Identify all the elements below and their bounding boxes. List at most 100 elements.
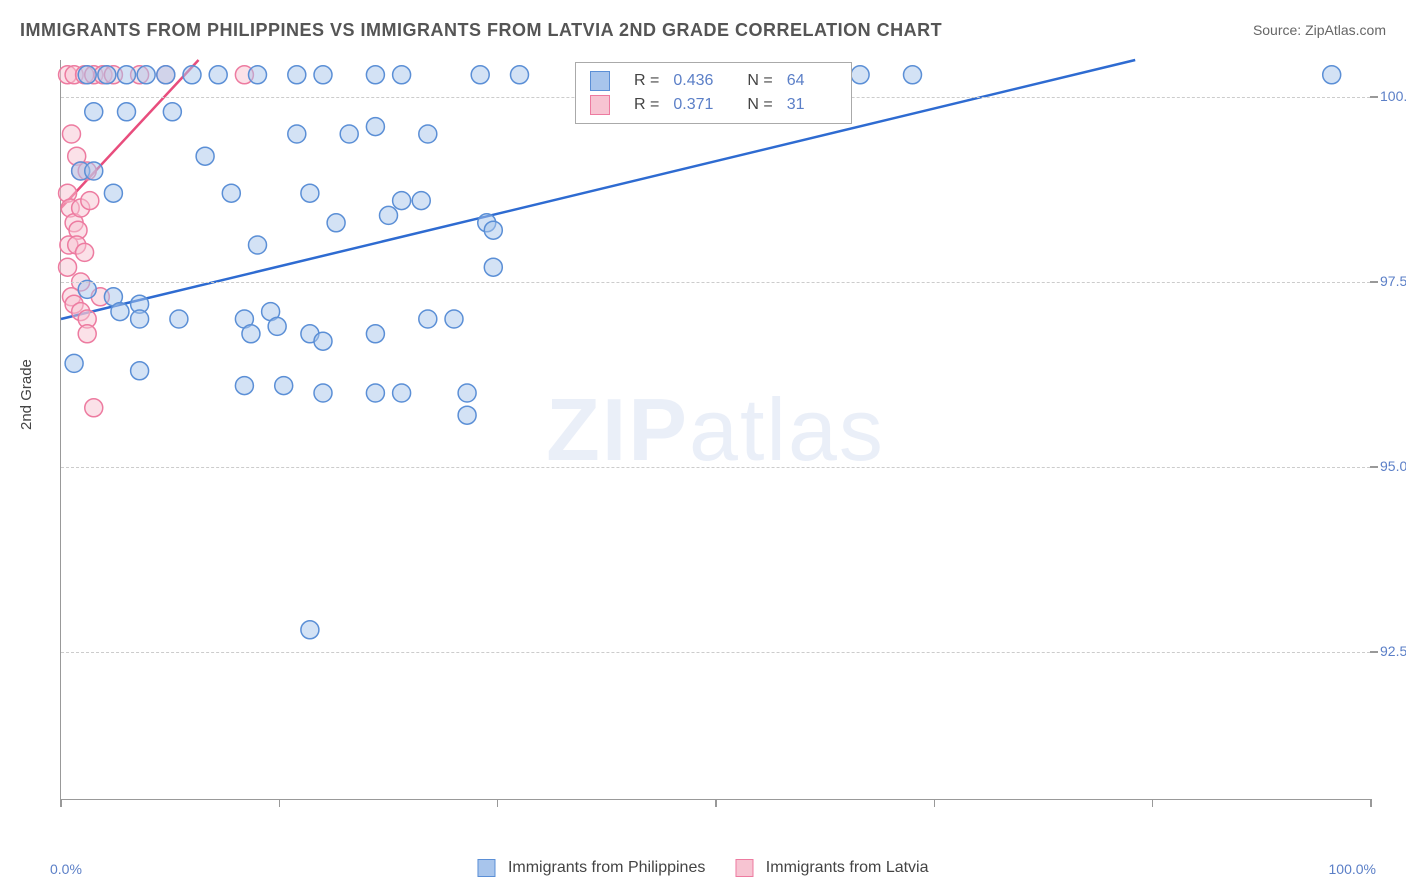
y-tick — [1370, 96, 1378, 98]
n-value-philippines: 64 — [787, 72, 837, 90]
stats-legend-row-1: R = 0.436 N = 64 — [590, 69, 837, 93]
data-point — [118, 66, 136, 84]
data-point — [131, 362, 149, 380]
legend-swatch-philippines — [477, 859, 495, 877]
data-point — [301, 184, 319, 202]
r-value-philippines: 0.436 — [673, 72, 723, 90]
data-point — [471, 66, 489, 84]
data-point — [314, 66, 332, 84]
chart-container: IMMIGRANTS FROM PHILIPPINES VS IMMIGRANT… — [0, 0, 1406, 892]
data-point — [393, 192, 411, 210]
data-point — [340, 125, 358, 143]
y-tick — [1370, 281, 1378, 283]
r-label: R = — [634, 96, 659, 114]
y-tick-label: 92.5% — [1380, 643, 1406, 659]
data-point — [222, 184, 240, 202]
data-point — [327, 214, 345, 232]
stats-legend: R = 0.436 N = 64 R = 0.371 N = 31 — [575, 62, 852, 124]
n-label: N = — [747, 96, 772, 114]
x-tick — [934, 799, 936, 807]
gridline — [61, 652, 1370, 653]
data-point — [458, 406, 476, 424]
data-point — [118, 103, 136, 121]
x-tick — [60, 799, 62, 807]
data-point — [511, 66, 529, 84]
data-point — [85, 103, 103, 121]
y-tick-label: 97.5% — [1380, 273, 1406, 289]
x-tick — [497, 799, 499, 807]
data-point — [366, 118, 384, 136]
data-point — [412, 192, 430, 210]
data-point — [81, 192, 99, 210]
data-point — [85, 162, 103, 180]
legend-swatch-philippines — [590, 71, 610, 91]
data-point — [484, 221, 502, 239]
data-point — [235, 377, 253, 395]
gridline — [61, 282, 1370, 283]
stats-legend-row-2: R = 0.371 N = 31 — [590, 93, 837, 117]
data-point — [301, 621, 319, 639]
x-tick — [279, 799, 281, 807]
data-point — [851, 66, 869, 84]
data-point — [249, 236, 267, 254]
y-tick-label: 100.0% — [1380, 88, 1406, 104]
plot-area: ZIPatlas 100.0%97.5%95.0%92.5% — [60, 60, 1370, 800]
x-axis-min-label: 0.0% — [50, 861, 82, 877]
y-tick-label: 95.0% — [1380, 458, 1406, 474]
data-point — [904, 66, 922, 84]
data-point — [445, 310, 463, 328]
x-axis-max-label: 100.0% — [1329, 861, 1376, 877]
data-point — [268, 317, 286, 335]
source-attribution: Source: ZipAtlas.com — [1253, 22, 1386, 38]
data-point — [209, 66, 227, 84]
legend-swatch-latvia — [735, 859, 753, 877]
data-point — [419, 125, 437, 143]
x-tick — [1370, 799, 1372, 807]
data-point — [314, 384, 332, 402]
data-point — [170, 310, 188, 328]
r-value-latvia: 0.371 — [673, 96, 723, 114]
data-point — [458, 384, 476, 402]
gridline — [61, 467, 1370, 468]
legend-label-philippines: Immigrants from Philippines — [508, 859, 705, 876]
data-point — [393, 66, 411, 84]
data-point — [62, 125, 80, 143]
data-point — [366, 325, 384, 343]
data-point — [78, 325, 96, 343]
data-point — [183, 66, 201, 84]
data-point — [78, 66, 96, 84]
data-point — [275, 377, 293, 395]
data-point — [314, 332, 332, 350]
data-point — [163, 103, 181, 121]
data-point — [98, 66, 116, 84]
data-point — [366, 66, 384, 84]
n-value-latvia: 31 — [787, 96, 837, 114]
data-point — [419, 310, 437, 328]
data-point — [111, 303, 129, 321]
data-point — [249, 66, 267, 84]
x-tick — [715, 799, 717, 807]
data-point — [157, 66, 175, 84]
r-label: R = — [634, 72, 659, 90]
legend-swatch-latvia — [590, 95, 610, 115]
y-tick — [1370, 651, 1378, 653]
data-point — [288, 125, 306, 143]
y-tick — [1370, 466, 1378, 468]
series-legend: Immigrants from Philippines Immigrants f… — [477, 859, 928, 877]
data-point — [484, 258, 502, 276]
legend-item-latvia: Immigrants from Latvia — [735, 859, 928, 877]
data-point — [76, 243, 94, 261]
data-point — [288, 66, 306, 84]
chart-title: IMMIGRANTS FROM PHILIPPINES VS IMMIGRANT… — [20, 20, 942, 41]
data-point — [85, 399, 103, 417]
data-point — [65, 354, 83, 372]
data-point — [380, 206, 398, 224]
legend-label-latvia: Immigrants from Latvia — [766, 859, 929, 876]
y-axis-title: 2nd Grade — [18, 359, 35, 430]
data-point — [137, 66, 155, 84]
legend-item-philippines: Immigrants from Philippines — [477, 859, 705, 877]
data-point — [242, 325, 260, 343]
data-point — [104, 184, 122, 202]
data-point — [366, 384, 384, 402]
data-point — [196, 147, 214, 165]
